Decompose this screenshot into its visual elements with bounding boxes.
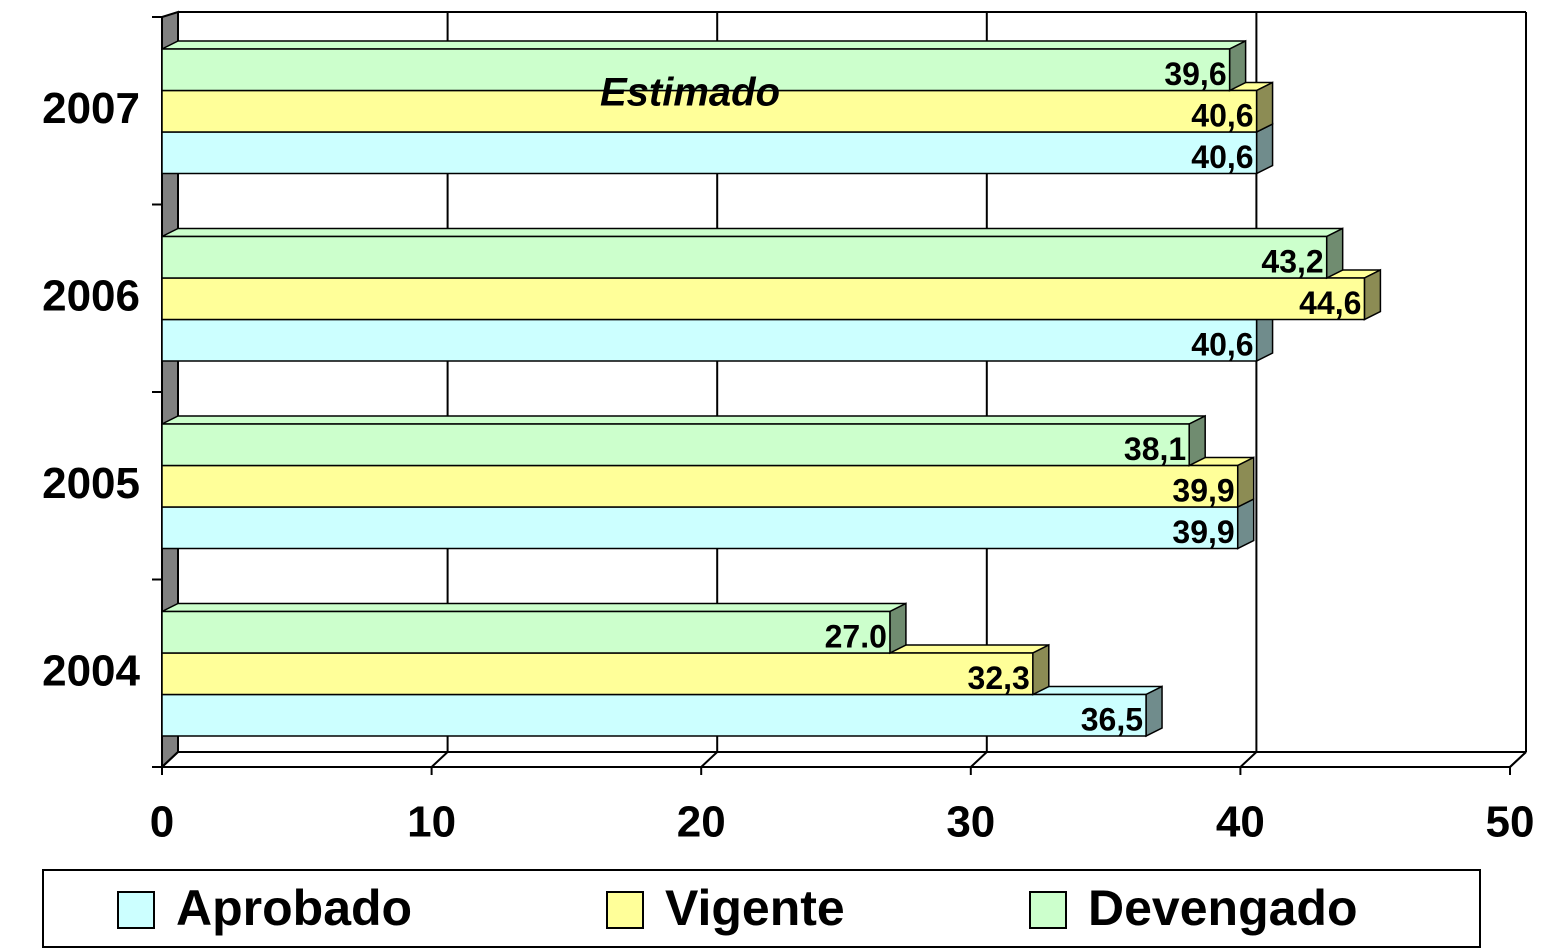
value-label: 39,9	[1172, 514, 1234, 550]
value-label: 40,6	[1191, 139, 1253, 175]
bar	[161, 39, 1247, 92]
value-label: 39,9	[1172, 472, 1234, 508]
x-tick-label: 0	[150, 798, 174, 847]
legend-label: Vigente	[665, 880, 845, 936]
legend-label: Devengado	[1088, 880, 1358, 936]
x-tick-label: 40	[1216, 798, 1265, 847]
floor-line	[430, 751, 449, 768]
y-tick-label: 2006	[42, 271, 140, 320]
bar-front	[161, 131, 1258, 175]
bar-side	[1363, 268, 1382, 321]
bar-side	[1325, 227, 1344, 280]
value-label: 39,6	[1164, 56, 1226, 92]
bar-side	[1228, 39, 1247, 92]
bar-front	[161, 235, 1328, 279]
y-tick-label: 2004	[42, 646, 140, 695]
bar-top	[161, 415, 1206, 425]
legend-label: Aprobado	[176, 880, 412, 936]
legend-swatch	[606, 891, 644, 929]
bar-front	[161, 610, 891, 654]
legend-swatch	[1029, 891, 1067, 929]
bar-side	[889, 602, 907, 655]
bar-front	[161, 318, 1258, 362]
bar-top	[161, 40, 1246, 50]
bar-top	[161, 227, 1344, 238]
value-label: 44,6	[1299, 285, 1361, 321]
floor-line	[700, 751, 718, 768]
bar-side	[1145, 685, 1163, 738]
floor-line	[161, 751, 179, 768]
value-label: 32,3	[968, 660, 1030, 696]
value-label: 38,1	[1124, 431, 1186, 467]
bar-side	[1032, 643, 1050, 696]
value-label: 40,6	[1191, 97, 1253, 133]
bar-front	[161, 464, 1239, 508]
floor-line	[1239, 751, 1258, 768]
bar	[161, 414, 1206, 467]
bar-front	[161, 89, 1258, 133]
x-tick-label: 30	[946, 798, 995, 847]
value-label: 40,6	[1191, 326, 1253, 362]
y-tick-label: 2007	[42, 84, 140, 133]
floor-line	[970, 751, 988, 768]
bar	[161, 268, 1382, 321]
bar-front	[161, 693, 1147, 737]
bar-side	[1188, 414, 1206, 467]
bar-front	[161, 423, 1190, 467]
bar	[161, 602, 907, 655]
annotation: Estimado	[600, 71, 780, 115]
bar-front	[161, 48, 1231, 92]
x-tick-label: 10	[407, 798, 456, 847]
value-label: 36,5	[1081, 701, 1143, 737]
bar-front	[161, 277, 1366, 321]
legend-box	[42, 869, 1481, 948]
bar-side	[1255, 81, 1274, 134]
legend-swatch	[117, 891, 155, 929]
floor-line	[1509, 751, 1527, 768]
bar-top	[161, 602, 907, 613]
value-label: 43,2	[1261, 243, 1323, 279]
y-tick-label: 2005	[42, 459, 140, 508]
value-label: 27.0	[825, 618, 887, 654]
bar-front	[161, 652, 1034, 696]
bar-front	[161, 506, 1239, 550]
x-tick-label: 20	[677, 798, 726, 847]
x-tick-label: 50	[1486, 798, 1535, 847]
bar	[161, 227, 1344, 280]
bar-side	[1236, 456, 1255, 509]
